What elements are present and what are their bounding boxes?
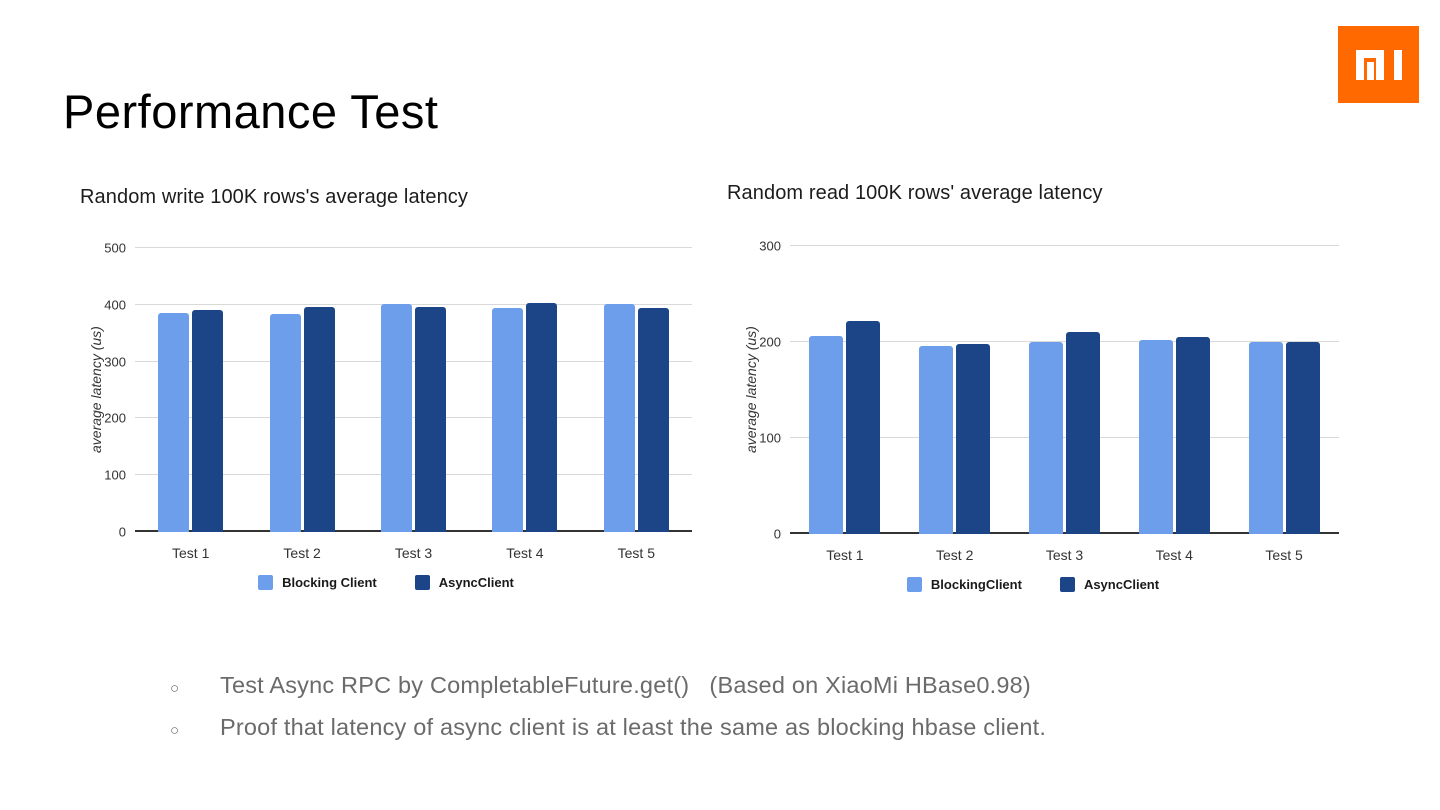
bar-blockingclient-test-2 <box>919 345 954 534</box>
bullet-list: ○ Test Async RPC by CompletableFuture.ge… <box>168 666 1046 750</box>
bar-groups <box>790 246 1339 534</box>
bullet-circle-icon: ○ <box>170 680 180 697</box>
gridline <box>135 474 692 476</box>
y-axis-label: average latency (us) <box>743 326 759 454</box>
gridline <box>135 303 692 305</box>
bar-asyncclient-test-5 <box>637 307 669 532</box>
plot-row: average latency (us) 0 100 200 300 400 500 <box>88 241 692 540</box>
bar-asyncclient-test-5 <box>1285 342 1320 534</box>
bar-blocking-client-test-5 <box>603 304 635 532</box>
bar-asyncclient-test-4 <box>526 303 558 532</box>
x-tick-label: Test 5 <box>617 545 655 561</box>
plot-area: 0 100 200 300 400 500 <box>104 241 692 540</box>
page-title: Performance Test <box>63 85 439 138</box>
x-tick-label: Test 1 <box>172 545 210 561</box>
x-axis-line <box>135 530 692 532</box>
legend-swatch <box>414 575 430 590</box>
x-tick-label: Test 3 <box>1045 547 1084 563</box>
bar-asyncclient-test-2 <box>956 343 991 534</box>
legend-item-blocking-client: Blocking Client <box>258 575 377 590</box>
gridline <box>135 247 692 248</box>
legend-label: AsyncClient <box>1083 577 1160 592</box>
bar-group-test-3 <box>358 248 469 532</box>
bar-group-test-2 <box>900 246 1010 534</box>
legend-swatch <box>258 575 274 590</box>
x-axis-labels: Test 1 Test 2 Test 3 Test 4 Test 5 <box>135 545 692 561</box>
bar-asyncclient-test-3 <box>415 306 447 532</box>
gridline <box>135 360 692 362</box>
bar-blockingclient-test-5 <box>1248 342 1283 534</box>
bar-blocking-client-test-4 <box>492 307 524 532</box>
bar-asyncclient-test-2 <box>303 306 335 532</box>
xiaomi-logo <box>1338 26 1419 103</box>
y-tick-label: 100 <box>104 467 126 483</box>
y-tick-label: 300 <box>104 354 126 370</box>
bar-group-test-5 <box>581 248 692 532</box>
bar-asyncclient-test-1 <box>846 320 881 534</box>
bar-group-test-4 <box>469 248 580 532</box>
bar-blocking-client-test-3 <box>381 304 413 532</box>
x-tick-label: Test 2 <box>283 545 321 561</box>
legend-item-asyncclient: AsyncClient <box>1059 577 1160 592</box>
legend-label: BlockingClient <box>930 577 1022 592</box>
y-tick-label: 0 <box>118 524 126 540</box>
xiaomi-mi-icon <box>1355 49 1402 80</box>
y-tick-label: 200 <box>104 410 126 426</box>
chart-random-read: Random read 100K rows' average latency a… <box>727 182 1339 592</box>
bar-blockingclient-test-4 <box>1138 340 1173 534</box>
chart-title-write: Random write 100K rows's average latency <box>80 186 469 208</box>
legend-label: Blocking Client <box>282 575 377 590</box>
x-axis-labels: Test 1 Test 2 Test 3 Test 4 Test 5 <box>790 547 1339 563</box>
bar-group-test-1 <box>790 246 900 534</box>
gridline <box>790 437 1339 438</box>
bar-blocking-client-test-2 <box>269 313 301 532</box>
y-tick-label: 500 <box>104 240 126 256</box>
x-tick-label: Test 4 <box>1155 547 1193 563</box>
chart-random-write: Random write 100K rows's average latency… <box>80 186 692 590</box>
gridline <box>790 245 1339 246</box>
legend: Blocking Client AsyncClient <box>80 575 692 590</box>
plot-row: average latency (us) 0 100 200 300 <box>743 239 1339 542</box>
bar-asyncclient-test-3 <box>1065 332 1100 534</box>
legend: BlockingClient AsyncClient <box>727 577 1339 592</box>
legend-label: AsyncClient <box>438 575 514 590</box>
bar-asyncclient-test-1 <box>192 310 224 532</box>
bar-blockingclient-test-1 <box>809 336 844 534</box>
y-tick-label: 300 <box>759 238 781 254</box>
bar-group-test-2 <box>246 248 357 532</box>
y-tick-label: 400 <box>104 297 126 313</box>
bullet-text: Proof that latency of async client is at… <box>220 714 1047 740</box>
legend-item-asyncclient: AsyncClient <box>414 575 514 590</box>
x-tick-label: Test 4 <box>506 545 544 561</box>
bar-blocking-client-test-1 <box>158 312 190 532</box>
y-tick-label: 100 <box>759 430 781 446</box>
bar-groups <box>135 248 692 532</box>
x-tick-label: Test 3 <box>394 545 433 561</box>
gridline <box>135 417 692 419</box>
legend-swatch <box>906 577 922 592</box>
y-axis-label: average latency (us) <box>88 326 104 454</box>
legend-item-blockingclient: BlockingClient <box>906 577 1022 592</box>
x-axis-line <box>790 532 1339 534</box>
legend-swatch <box>1059 577 1075 592</box>
x-tick-label: Test 5 <box>1265 547 1303 563</box>
plot-area: 0 100 200 300 <box>759 239 1339 542</box>
bullet-text: Test Async RPC by CompletableFuture.get(… <box>220 672 1031 698</box>
x-tick-label: Test 2 <box>936 547 974 563</box>
bar-blockingclient-test-3 <box>1028 342 1063 534</box>
bullet-circle-icon: ○ <box>170 722 180 739</box>
bar-group-test-1 <box>135 248 246 532</box>
bullet-item: ○ Test Async RPC by CompletableFuture.ge… <box>168 666 1046 708</box>
bar-asyncclient-test-4 <box>1175 337 1210 534</box>
y-tick-label: 200 <box>759 334 781 350</box>
x-tick-label: Test 1 <box>826 547 864 563</box>
bar-group-test-3 <box>1010 246 1120 534</box>
chart-title-read: Random read 100K rows' average latency <box>727 182 1103 204</box>
bar-group-test-5 <box>1229 246 1339 534</box>
y-tick-label: 0 <box>773 526 781 542</box>
gridline <box>790 341 1339 342</box>
bullet-item: ○ Proof that latency of async client is … <box>168 708 1046 750</box>
bar-group-test-4 <box>1119 246 1229 534</box>
